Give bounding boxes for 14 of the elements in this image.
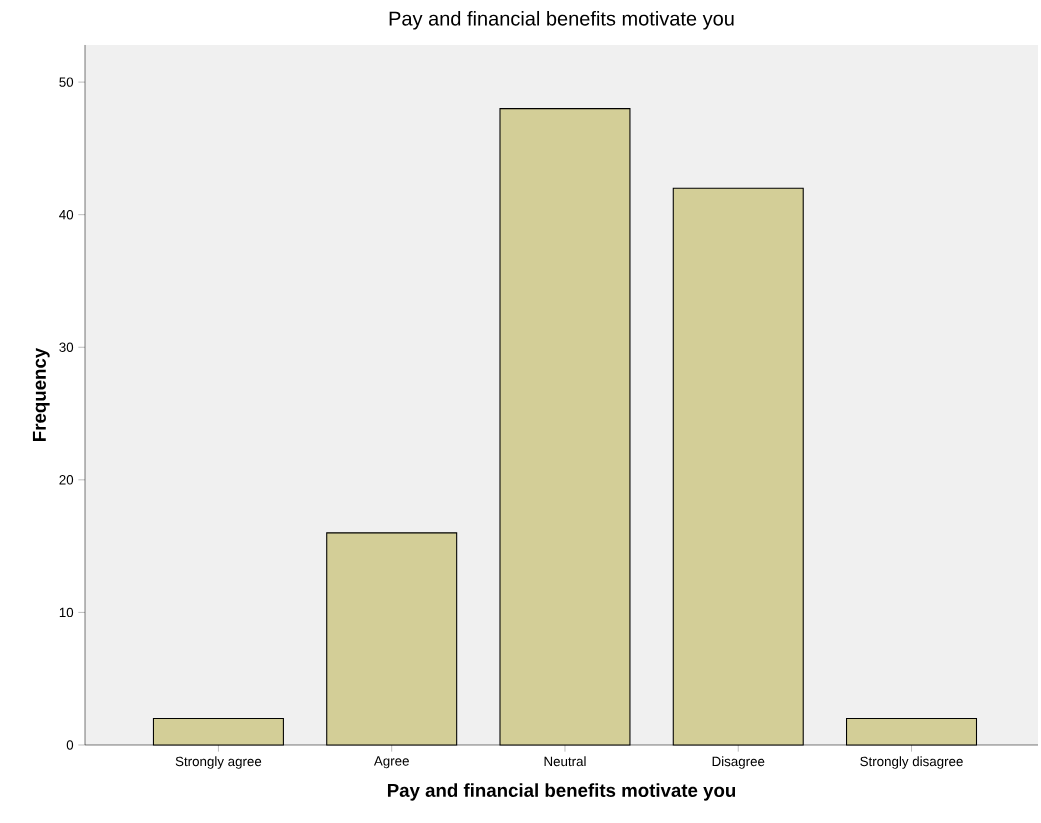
- y-tick-label: 30: [59, 342, 74, 352]
- y-tick-label: 0: [66, 740, 74, 750]
- y-tick-label: 10: [59, 607, 74, 618]
- x-tick-label: Strongly disagree: [860, 756, 963, 769]
- x-tick-label: Disagree: [712, 756, 765, 769]
- chart-title: Pay and financial benefits motivate you: [389, 10, 734, 30]
- y-axis-title: Frequency: [32, 347, 50, 441]
- y-tick-label: 50: [59, 77, 74, 87]
- y-tick-label: 40: [59, 209, 74, 220]
- x-tick-label: Agree: [373, 756, 409, 769]
- x-tick-label: Neutral: [544, 756, 586, 767]
- y-tick-label: 20: [59, 475, 74, 485]
- x-axis-title: Pay and financial benefits motivate you: [387, 783, 736, 801]
- x-tick-label: Strongly agree: [175, 756, 262, 769]
